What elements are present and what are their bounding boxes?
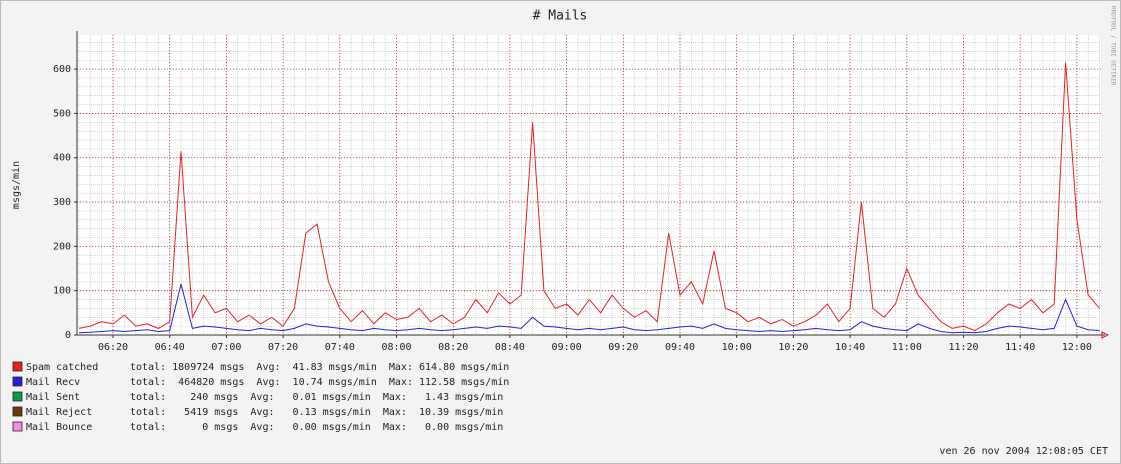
legend-swatch xyxy=(12,421,23,432)
x-tick-label: 11:20 xyxy=(948,342,978,353)
y-tick-label: 300 xyxy=(53,197,71,208)
x-tick-label: 11:00 xyxy=(892,342,922,353)
legend-swatch xyxy=(12,391,23,402)
series-line xyxy=(78,62,1100,332)
y-tick-label: 0 xyxy=(65,330,71,341)
x-tick-label: 06:20 xyxy=(98,342,128,353)
x-tick-label: 12:00 xyxy=(1062,342,1092,353)
x-tick-label: 07:20 xyxy=(268,342,298,353)
x-tick-label: 08:00 xyxy=(381,342,411,353)
legend-stats: total: 5419 msgs Avg: 0.13 msgs/min Max:… xyxy=(130,407,503,418)
x-tick-label: 07:40 xyxy=(325,342,355,353)
minor-grid xyxy=(77,35,1101,336)
x-tick-label: 09:20 xyxy=(608,342,638,353)
x-tick-label: 07:00 xyxy=(211,342,241,353)
y-axis-label: msgs/min xyxy=(11,161,22,209)
legend-label: Mail Sent xyxy=(26,392,80,403)
x-tick-label: 10:20 xyxy=(778,342,808,353)
y-tick-label: 600 xyxy=(53,64,71,75)
y-tick-label: 400 xyxy=(53,153,71,164)
legend-stats: total: 464820 msgs Avg: 10.74 msgs/min M… xyxy=(130,377,509,388)
legend-stats: total: 1809724 msgs Avg: 41.83 msgs/min … xyxy=(130,362,509,373)
timestamp: ven 26 nov 2004 12:08:05 CET xyxy=(939,446,1108,457)
legend-label: Mail Recv xyxy=(26,377,80,388)
x-tick-label: 08:20 xyxy=(438,342,468,353)
series-line xyxy=(78,283,1100,334)
x-tick-label: 10:00 xyxy=(722,342,752,353)
major-grid xyxy=(77,35,1101,336)
legend-swatch xyxy=(12,361,23,372)
y-tick-label: 200 xyxy=(53,241,71,252)
x-tick-label: 08:40 xyxy=(495,342,525,353)
x-tick-label: 10:40 xyxy=(835,342,865,353)
x-tick-label: 11:40 xyxy=(1005,342,1035,353)
legend-label: Mail Bounce xyxy=(26,422,92,433)
y-tick-label: 500 xyxy=(53,108,71,119)
legend-swatch xyxy=(12,406,23,417)
legend-label: Spam catched xyxy=(26,362,98,373)
legend: Spam catched total: 1809724 msgs Avg: 41.… xyxy=(12,361,509,433)
legend-stats: total: 0 msgs Avg: 0.00 msgs/min Max: 0.… xyxy=(130,422,503,433)
chart-title: # Mails xyxy=(533,9,588,24)
y-tick-label: 100 xyxy=(53,286,71,297)
x-axis-arrow xyxy=(1101,331,1110,339)
legend-stats: total: 240 msgs Avg: 0.01 msgs/min Max: … xyxy=(130,392,503,403)
x-tick-label: 06:40 xyxy=(155,342,185,353)
x-tick-label: 09:40 xyxy=(665,342,695,353)
axes: 0 100 200 300 400 500 600 06:20 06:40 07:00 07:20 0… xyxy=(53,31,1110,353)
watermark: RRDTOOL / TOBI OETIKER xyxy=(1110,6,1117,86)
x-tick-label: 09:00 xyxy=(552,342,582,353)
legend-swatch xyxy=(12,376,23,387)
legend-label: Mail Reject xyxy=(26,407,92,418)
